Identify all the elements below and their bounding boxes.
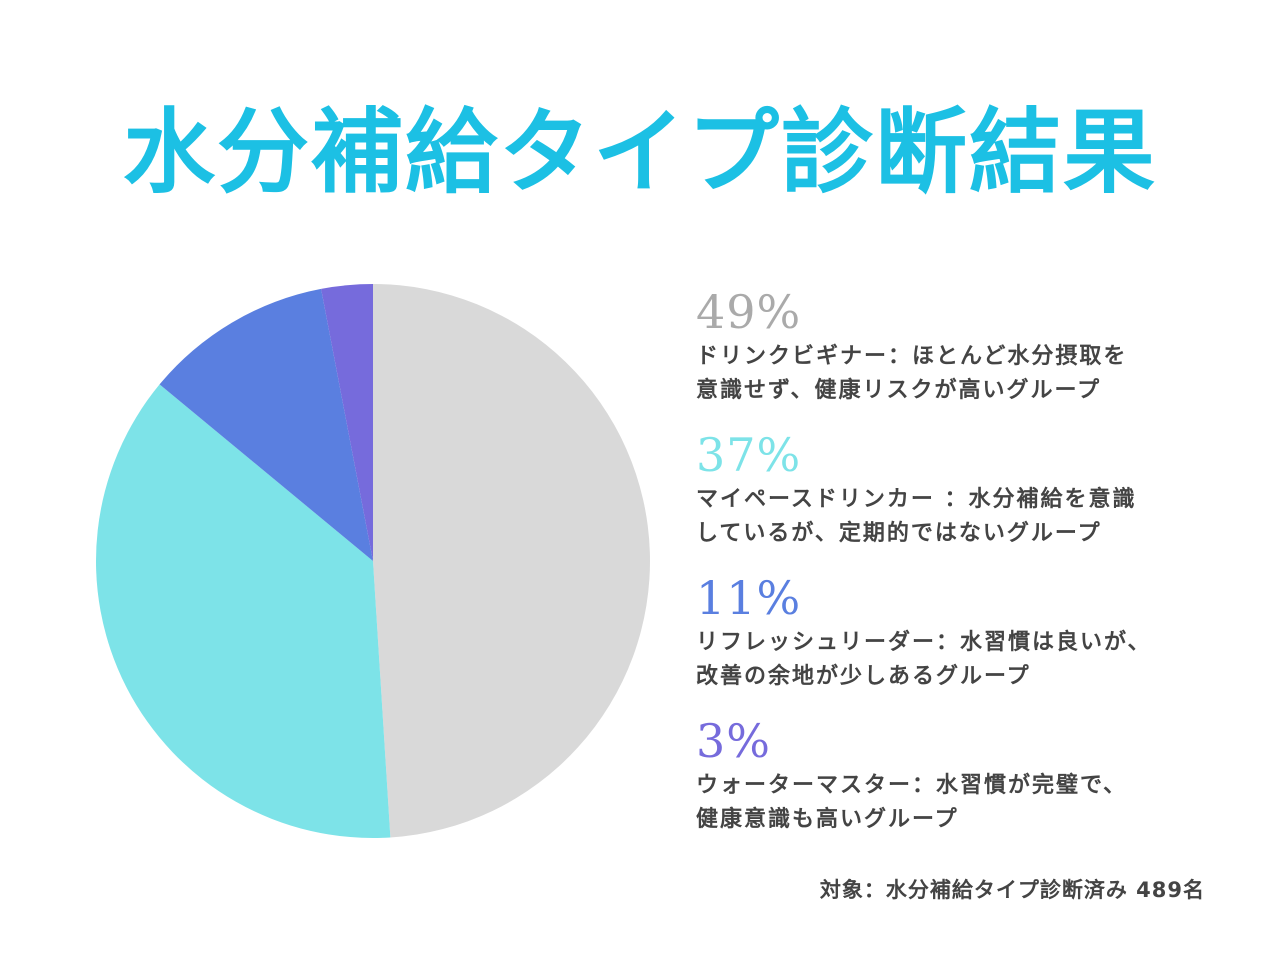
- legend-description-2-line-1: マイペースドリンカー ：水分補給を意識: [696, 487, 1137, 512]
- legend-description-4-line-1: ウォーターマスター：水習慣が完璧で、: [696, 773, 1128, 798]
- legend-description-3-line-2: 改善の余地が少しあるグループ: [696, 664, 1031, 689]
- chart-title: 水分補給タイプ診断結果: [122, 98, 1157, 206]
- legend: 49% ドリンクビギナー：ほとんど水分摂取を 意識せず、健康リスクが高いグループ…: [696, 284, 1256, 856]
- legend-entry-3: 11% リフレッシュリーダー：水習慣は良いが、 改善の余地が少しあるグループ: [696, 570, 1256, 713]
- legend-description-1-line-2: 意識せず、健康リスクが高いグループ: [696, 378, 1102, 403]
- pie-slice-2: [96, 384, 391, 839]
- legend-percent-2: 37%: [696, 428, 802, 482]
- legend-description-3-line-1: リフレッシュリーダー：水習慣は良いが、: [696, 630, 1152, 655]
- legend-description-2-line-2: しているが、定期的ではないグループ: [696, 521, 1102, 546]
- legend-percent-3: 11%: [696, 571, 802, 625]
- legend-percent-1: 49%: [696, 285, 802, 339]
- pie-slice-3: [159, 288, 373, 561]
- pie-slice-4: [321, 284, 373, 561]
- legend-percent-4: 3%: [696, 714, 771, 768]
- pie-slice-1: [373, 283, 651, 838]
- legend-entry-2: 37% マイペースドリンカー ：水分補給を意識 しているが、定期的ではないグルー…: [696, 427, 1256, 570]
- legend-description-4-line-2: 健康意識も高いグループ: [696, 807, 959, 832]
- legend-description-2: マイペースドリンカー ：水分補給を意識 しているが、定期的ではないグループ: [696, 483, 1256, 551]
- legend-description-1-line-1: ドリンクビギナー：ほとんど水分摂取を: [696, 344, 1128, 369]
- footnote: 対象：水分補給タイプ診断済み 489名: [819, 878, 1205, 902]
- legend-entry-4: 3% ウォーターマスター：水習慣が完璧で、 健康意識も高いグループ: [696, 713, 1256, 856]
- legend-description-3: リフレッシュリーダー：水習慣は良いが、 改善の余地が少しあるグループ: [696, 626, 1256, 694]
- legend-entry-1: 49% ドリンクビギナー：ほとんど水分摂取を 意識せず、健康リスクが高いグループ: [696, 284, 1256, 427]
- legend-description-4: ウォーターマスター：水習慣が完璧で、 健康意識も高いグループ: [696, 769, 1256, 837]
- legend-description-1: ドリンクビギナー：ほとんど水分摂取を 意識せず、健康リスクが高いグループ: [696, 340, 1256, 408]
